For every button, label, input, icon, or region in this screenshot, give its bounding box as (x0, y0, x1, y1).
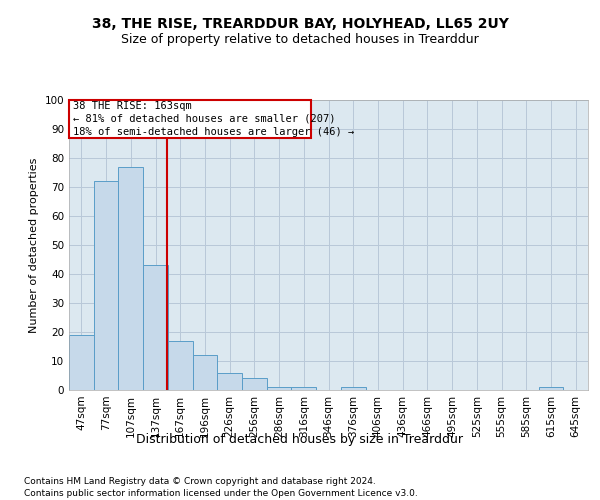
Bar (118, 166, 143, 390)
Bar (539, 387, 563, 390)
Bar (69, 100, 311, 138)
Bar (242, 378, 267, 390)
Text: Size of property relative to detached houses in Trearddur: Size of property relative to detached ho… (121, 32, 479, 46)
Bar (292, 387, 316, 390)
Bar (143, 266, 168, 390)
Bar (69, 335, 94, 390)
Text: Contains public sector information licensed under the Open Government Licence v3: Contains public sector information licen… (24, 489, 418, 498)
Text: 38, THE RISE, TREARDDUR BAY, HOLYHEAD, LL65 2UY: 38, THE RISE, TREARDDUR BAY, HOLYHEAD, L… (92, 18, 508, 32)
Text: Distribution of detached houses by size in Trearddur: Distribution of detached houses by size … (137, 432, 464, 446)
Bar (168, 340, 193, 390)
Bar (94, 181, 118, 390)
Bar (193, 355, 217, 390)
Text: Contains HM Land Registry data © Crown copyright and database right 2024.: Contains HM Land Registry data © Crown c… (24, 478, 376, 486)
Bar (217, 372, 242, 390)
Bar (341, 387, 365, 390)
Bar (267, 387, 292, 390)
Y-axis label: Number of detached properties: Number of detached properties (29, 158, 39, 332)
Text: 38 THE RISE: 163sqm
← 81% of detached houses are smaller (207)
18% of semi-detac: 38 THE RISE: 163sqm ← 81% of detached ho… (73, 100, 354, 137)
